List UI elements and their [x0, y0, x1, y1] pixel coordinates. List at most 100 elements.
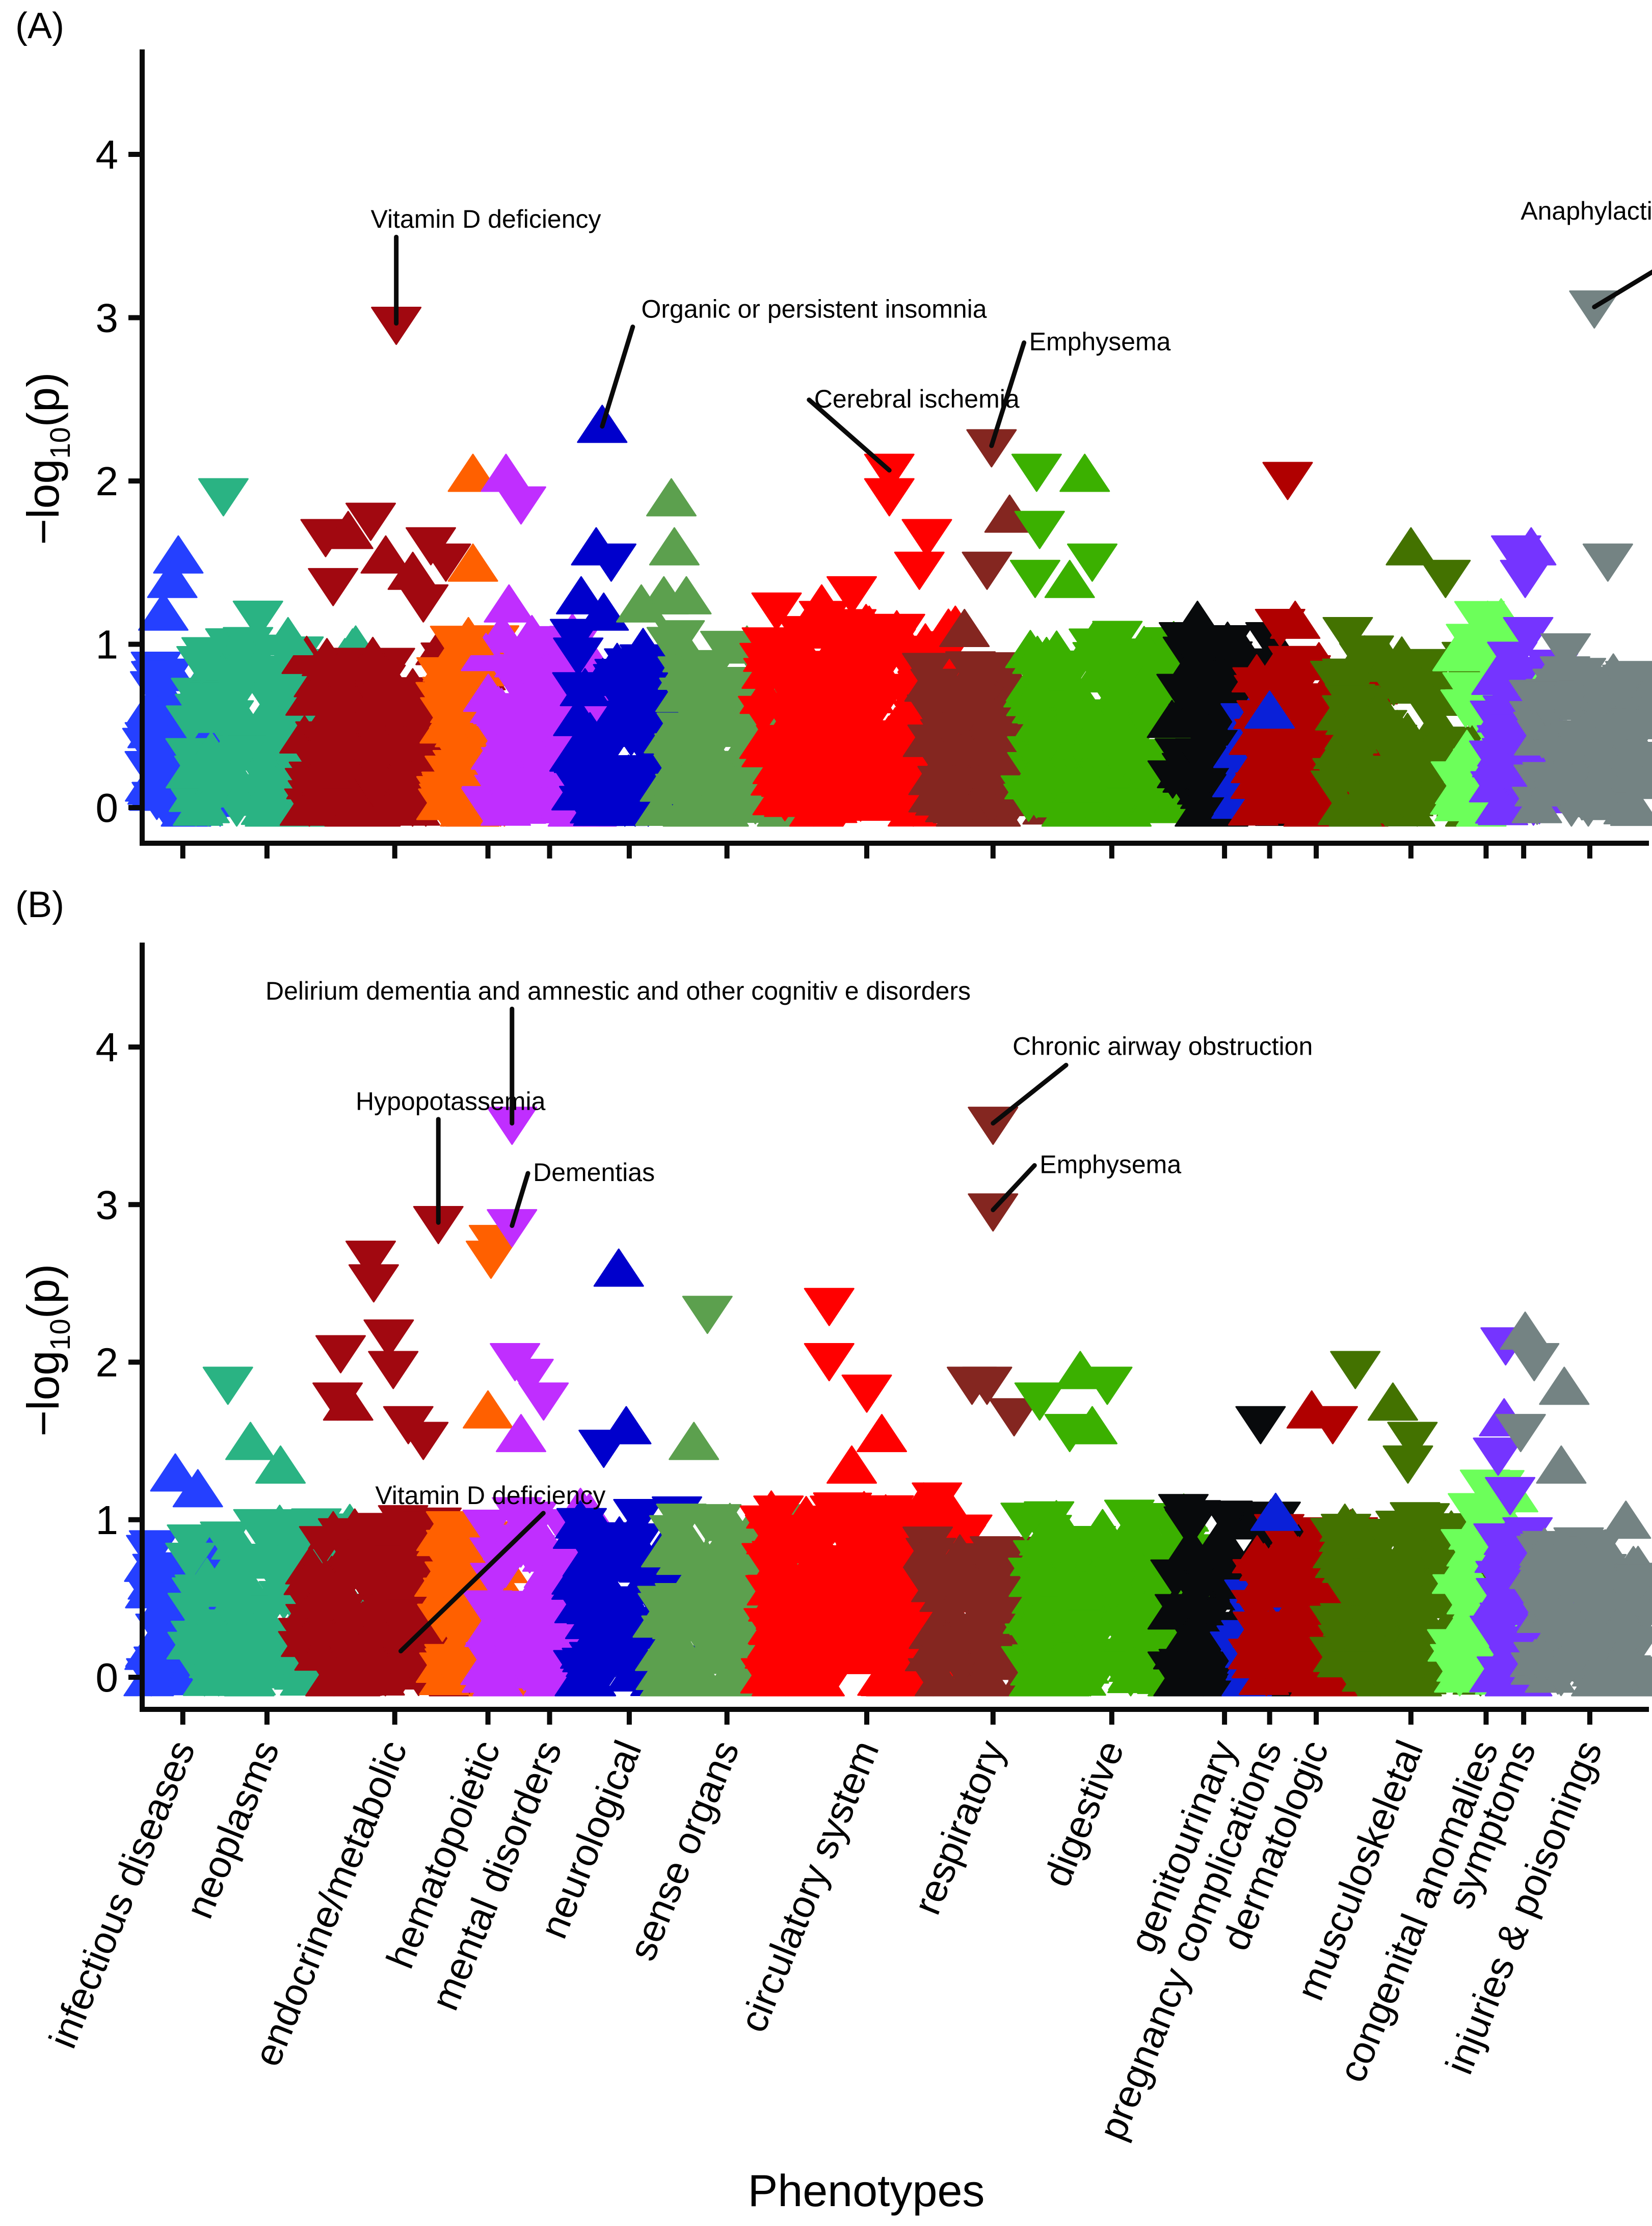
- data-point: [508, 1614, 558, 1653]
- data-point: [190, 774, 241, 813]
- data-point: [1387, 1422, 1438, 1460]
- data-point: [1339, 742, 1390, 781]
- data-point: [176, 646, 227, 684]
- data-point: [874, 613, 925, 652]
- data-point: [1528, 1606, 1579, 1645]
- data-point: [294, 1632, 345, 1671]
- data-point: [476, 614, 527, 653]
- panel-a: (A) Vitamin D deficiency Organic or persi…: [15, 6, 1652, 859]
- highlighted-point: [487, 1209, 538, 1248]
- panel-a-x-ticks: [180, 846, 1592, 859]
- data-point: [166, 705, 217, 744]
- annotation-label: Vitamin D deficiency: [375, 1481, 605, 1510]
- data-point: [1385, 527, 1436, 566]
- data-point: [954, 1593, 1005, 1632]
- data-point: [1232, 1609, 1283, 1648]
- data-point: [863, 1495, 914, 1534]
- data-point: [1339, 642, 1390, 681]
- data-point: [1244, 734, 1295, 772]
- annotation-leader-line: [989, 340, 1027, 448]
- category-points-16: [1509, 653, 1652, 827]
- data-point: [1202, 625, 1253, 663]
- panel-a-points: [122, 290, 1652, 827]
- data-point: [363, 1319, 414, 1358]
- y-tick-label: 1: [96, 622, 119, 667]
- data-point: [1473, 1437, 1524, 1476]
- data-point: [1432, 633, 1483, 672]
- category-points-16: [1509, 1527, 1652, 1697]
- data-point: [315, 1335, 366, 1374]
- data-point: [248, 774, 299, 813]
- data-point: [649, 527, 700, 566]
- data-point: [1536, 1658, 1587, 1697]
- data-point: [1004, 1623, 1055, 1662]
- data-point: [254, 1505, 305, 1543]
- data-point: [1059, 453, 1110, 492]
- data-point: [1365, 785, 1416, 823]
- data-point: [1058, 763, 1109, 802]
- data-point: [1232, 784, 1283, 822]
- data-point: [939, 608, 990, 647]
- data-point: [345, 1240, 396, 1279]
- data-point: [1315, 1540, 1366, 1578]
- data-point: [447, 453, 498, 492]
- data-point: [1330, 1351, 1381, 1389]
- data-point: [518, 1382, 569, 1421]
- panel-b-x-ticks: [180, 1712, 1592, 1725]
- data-point: [646, 478, 697, 517]
- category-points-8: [902, 1526, 1075, 1697]
- data-point: [503, 1358, 554, 1397]
- data-point: [1009, 559, 1060, 598]
- data-point: [1613, 1564, 1652, 1603]
- data-point: [1420, 559, 1471, 598]
- data-point: [472, 1649, 523, 1688]
- data-point: [848, 782, 899, 821]
- data-point: [125, 1570, 176, 1608]
- data-point: [673, 741, 724, 780]
- data-point: [925, 784, 976, 822]
- y-tick-label: 2: [96, 459, 119, 504]
- data-point: [1601, 1500, 1651, 1539]
- data-point: [186, 732, 237, 770]
- data-point: [1024, 722, 1075, 761]
- data-point: [1404, 729, 1455, 768]
- data-point: [1603, 786, 1652, 824]
- annotation-leader-line: [510, 1171, 530, 1228]
- annotation-label: Dementias: [533, 1158, 655, 1187]
- data-point: [198, 478, 249, 517]
- data-point: [471, 731, 522, 770]
- data-point: [568, 1557, 619, 1596]
- annotation-label: Cerebral ischemia: [814, 385, 1020, 413]
- data-point: [1511, 785, 1562, 823]
- data-point: [1540, 633, 1591, 672]
- data-point: [1372, 710, 1423, 748]
- data-point: [1532, 755, 1583, 793]
- data-point: [512, 1569, 563, 1608]
- data-point: [1268, 646, 1319, 684]
- data-point: [841, 1374, 892, 1413]
- annotation-label: Delirium dementia and amnestic and other…: [265, 977, 971, 1005]
- data-point: [804, 1288, 855, 1326]
- data-point: [435, 725, 486, 763]
- data-point: [758, 1532, 809, 1571]
- data-point: [1250, 1492, 1301, 1531]
- data-point: [1082, 1366, 1133, 1405]
- data-point: [1268, 1569, 1319, 1608]
- data-point: [910, 668, 961, 707]
- data-point: [1011, 453, 1062, 492]
- data-point: [914, 1658, 965, 1697]
- data-point: [865, 1533, 916, 1571]
- data-point: [1004, 761, 1055, 800]
- panel-b-y-ticks: 0 1 2 3 4: [96, 1025, 142, 1700]
- data-point: [308, 568, 359, 606]
- data-point: [124, 1543, 175, 1582]
- data-point: [1067, 1406, 1117, 1444]
- data-point: [586, 543, 636, 582]
- data-point: [207, 1568, 258, 1607]
- data-point: [764, 715, 815, 754]
- data-point: [360, 535, 411, 574]
- data-point: [1382, 1445, 1433, 1484]
- data-point: [1500, 559, 1551, 598]
- data-point: [948, 685, 999, 723]
- data-point: [703, 1521, 754, 1560]
